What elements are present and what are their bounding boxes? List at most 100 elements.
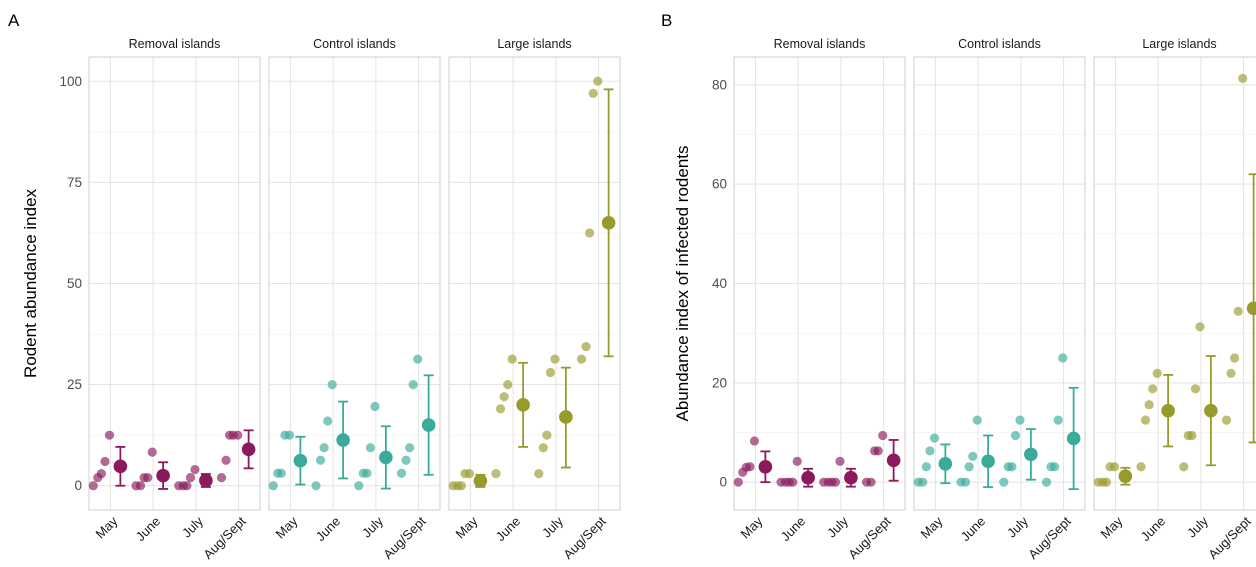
panel-b-mean-point-control-islands: [1066, 431, 1081, 446]
panel-a-data-point-large-islands: [576, 354, 587, 364]
panel-a-data-point-large-islands: [550, 354, 560, 364]
panel-b-data-point-large-islands: [1136, 462, 1146, 472]
panel-a-facet-title-removal-islands: Removal islands: [129, 37, 221, 51]
panel-b-data-point-large-islands: [1195, 322, 1205, 332]
panel-b-mean-point-removal-islands: [886, 453, 901, 468]
panel-b-mean-point-control-islands: [938, 457, 953, 471]
panel-b-mean-point-control-islands: [981, 454, 995, 469]
panel-b-y-tick-label: 20: [712, 375, 727, 390]
panel-b-y-tick-label: 80: [712, 77, 727, 92]
panel-b-data-point-control-islands: [999, 477, 1009, 487]
panel-a-facet-title-control-islands: Control islands: [313, 37, 396, 51]
panel-a-mean-point-control-islands: [336, 433, 350, 447]
panel-b-mean-point-large-islands: [1204, 403, 1218, 418]
panel-b-data-point-large-islands: [1187, 430, 1197, 441]
panel-b-mean-point-large-islands: [1118, 469, 1133, 484]
panel-b-data-point-large-islands: [1230, 353, 1240, 363]
panel-a-mean-point-removal-islands: [113, 459, 128, 474]
panel-b-data-point-large-islands: [1144, 400, 1154, 410]
panel-a-data-point-large-islands: [503, 380, 513, 390]
panel-a-data-point-removal-islands: [143, 473, 153, 483]
panel-b-data-point-large-islands: [1148, 384, 1158, 394]
panel-b-data-point-removal-islands: [866, 477, 876, 487]
panel-a-data-point-control-islands: [315, 455, 326, 465]
panel-a-data-point-large-islands: [542, 430, 552, 440]
panel-b-facet-border: [1093, 56, 1256, 511]
panel-b-data-point-control-islands: [1058, 353, 1068, 363]
panel-a-mean-point-large-islands: [516, 398, 530, 412]
panel-b-mean-point-large-islands: [1246, 301, 1256, 316]
panel-a-data-point-control-islands: [354, 481, 364, 491]
panel-a-data-point-large-islands: [507, 354, 517, 364]
panel-a-mean-point-control-islands: [293, 453, 308, 468]
panel-a-data-point-large-islands: [495, 404, 506, 414]
panel-b-data-point-control-islands: [1053, 415, 1063, 425]
panel-a-data-point-removal-islands: [135, 481, 146, 491]
panel-a-data-point-control-islands: [327, 380, 337, 390]
panel-a-y-tick-label: 100: [59, 74, 82, 89]
panel-b-data-point-control-islands: [968, 451, 978, 461]
panel-a-data-point-control-islands: [401, 455, 411, 465]
panel-b-data-point-control-islands: [972, 415, 982, 425]
panel-b-data-point-control-islands: [925, 446, 935, 456]
panel-b-data-point-control-islands: [918, 477, 928, 487]
panel-b-data-point-removal-islands: [733, 477, 743, 487]
panel-b-facet-border: [733, 56, 906, 511]
panel-a-mean-point-large-islands: [559, 410, 573, 424]
panel-b-facet-title-large-islands: Large islands: [1142, 37, 1216, 51]
panel-b-data-point-large-islands: [1190, 384, 1201, 394]
panel-b-y-tick-label: 60: [712, 177, 727, 192]
panel-b-y-tick-label: 0: [719, 475, 727, 490]
panel-a-data-point-control-islands: [362, 468, 372, 478]
panel-a-data-point-removal-islands: [100, 456, 110, 467]
panel-b-data-point-removal-islands: [749, 436, 760, 446]
panel-a-data-point-removal-islands: [190, 464, 200, 475]
panel-a-data-point-control-islands: [413, 354, 423, 364]
panel-a-data-point-control-islands: [323, 416, 333, 426]
panel-b-data-point-control-islands: [1050, 462, 1060, 472]
panel-b-data-point-control-islands: [964, 462, 974, 472]
panel-b-mean-point-large-islands: [1161, 403, 1175, 418]
panel-b-data-point-large-islands: [1221, 415, 1232, 425]
panel-b-data-point-control-islands: [929, 433, 940, 443]
panel-a-data-point-control-islands: [311, 481, 321, 491]
panel-a-y-tick-label: 75: [67, 175, 82, 190]
panel-b-data-point-large-islands: [1233, 306, 1243, 316]
panel-a-y-tick-label: 0: [74, 478, 82, 493]
panel-a-data-point-large-islands: [588, 88, 598, 99]
panel-b-data-point-removal-islands: [788, 477, 798, 487]
panel-a-data-point-removal-islands: [185, 473, 196, 483]
panel-a-data-point-large-islands: [456, 481, 466, 491]
panel-a-facet-title-large-islands: Large islands: [497, 37, 571, 51]
panel-b-y-tick-label: 40: [712, 276, 727, 291]
panel-b-data-point-large-islands: [1140, 415, 1151, 425]
panel-b-data-point-removal-islands: [835, 456, 845, 466]
panel-a-y-tick-label: 25: [67, 377, 82, 392]
panel-b-data-point-control-islands: [1007, 462, 1017, 472]
panel-a-data-point-removal-islands: [233, 430, 243, 440]
panel-a-data-point-large-islands: [538, 443, 548, 453]
panel-b-data-point-large-islands: [1109, 462, 1120, 472]
panel-b-mean-point-control-islands: [1024, 447, 1038, 462]
panel-a-data-point-removal-islands: [96, 468, 106, 479]
panel-b-data-point-removal-islands: [878, 430, 888, 441]
panel-letter-a: A: [8, 11, 20, 30]
panel-b-data-point-large-islands: [1101, 477, 1111, 487]
panel-a-mean-point-removal-islands: [199, 473, 213, 488]
panel-a-y-tick-label: 50: [67, 276, 82, 291]
panel-b-data-point-large-islands: [1226, 368, 1236, 379]
panel-b-data-point-control-islands: [1010, 430, 1021, 441]
panel-b-facet-border: [913, 56, 1086, 511]
panel-b-mean-point-removal-islands: [758, 459, 773, 474]
panel-b-facet-title-control-islands: Control islands: [958, 37, 1041, 51]
panel-a-data-point-control-islands: [408, 380, 418, 390]
panel-a-y-axis-label: Rodent abundance index: [21, 188, 40, 378]
panel-a-mean-point-removal-islands: [156, 468, 170, 483]
panel-a-facet-border: [88, 56, 261, 511]
panel-a-data-point-control-islands: [396, 468, 407, 478]
panel-b-data-point-removal-islands: [745, 462, 755, 472]
panel-a-mean-point-removal-islands: [241, 442, 256, 457]
panel-b-data-point-large-islands: [1152, 368, 1162, 379]
